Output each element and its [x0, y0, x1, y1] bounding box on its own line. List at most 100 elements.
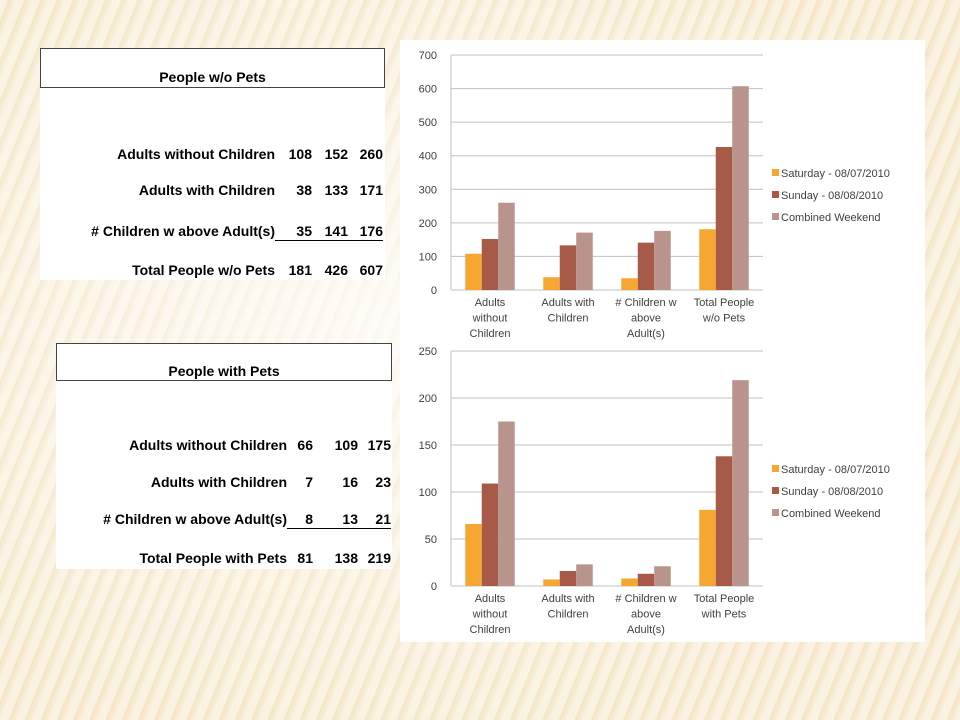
table-row: Total People with Pets 81 138 219: [56, 548, 392, 568]
y-tick-label: 0: [431, 285, 437, 297]
row-value-saturday: 7: [305, 474, 313, 490]
y-tick-label: 700: [419, 50, 437, 62]
chart-background: [400, 40, 925, 342]
bar: [465, 523, 482, 586]
bar: [654, 566, 671, 586]
table-row: Total People w/o Pets 181 426 607: [40, 260, 385, 280]
x-tick-label: Children: [470, 328, 511, 340]
bar: [559, 570, 577, 586]
y-tick-label: 50: [425, 534, 437, 546]
bar: [699, 229, 716, 290]
bar: [732, 380, 749, 586]
row-value-sunday: 13: [342, 511, 358, 527]
row-value-combined: 171: [359, 182, 383, 198]
legend-entry: Sunday - 08/08/2010: [781, 486, 883, 498]
table-title: People with Pets: [168, 363, 280, 379]
row-value-sunday: 152: [324, 146, 348, 162]
x-tick-label: Children: [548, 313, 589, 325]
row-value-combined: 176: [359, 223, 383, 239]
bar: [543, 277, 560, 290]
row-value-combined: 21: [375, 511, 391, 527]
legend-entry: Combined Weekend: [781, 508, 880, 520]
y-tick-label: 100: [419, 487, 437, 499]
row-value-combined: 23: [375, 474, 391, 490]
x-tick-label: above: [631, 609, 661, 621]
x-tick-label: Adult(s): [627, 624, 665, 636]
row-value-combined: 260: [359, 146, 383, 162]
x-tick-label: Total People: [694, 297, 755, 309]
table-title-box: People with Pets: [56, 343, 392, 381]
x-tick-label: # Children w: [615, 593, 676, 605]
y-tick-label: 100: [419, 251, 437, 263]
legend-swatch: [772, 465, 779, 472]
bar: [637, 573, 655, 586]
y-tick-label: 200: [419, 393, 437, 405]
bar: [715, 456, 733, 586]
x-tick-label: Adults with: [541, 297, 594, 309]
x-tick-label: Adults with: [541, 593, 594, 605]
x-tick-label: Adults: [475, 297, 506, 309]
x-tick-label: w/o Pets: [702, 313, 746, 325]
x-tick-label: above: [631, 313, 661, 325]
row-value-combined: 219: [367, 550, 391, 566]
x-tick-label: Adults: [475, 593, 506, 605]
bar: [543, 579, 560, 586]
legend-entry: Saturday - 08/07/2010: [781, 464, 890, 476]
bar: [637, 242, 655, 290]
table-row: # Children w above Adult(s) 35 141 176: [40, 221, 385, 241]
x-tick-label: Adult(s): [627, 328, 665, 340]
x-tick-label: Children: [548, 609, 589, 621]
row-value-sunday: 133: [324, 182, 348, 198]
legend-swatch: [772, 191, 779, 198]
table-title-box: People w/o Pets: [40, 48, 385, 88]
row-label: Adults without Children: [117, 146, 275, 162]
bar: [654, 230, 671, 290]
legend-swatch: [772, 487, 779, 494]
row-label: Total People with Pets: [139, 550, 287, 566]
row-label: Adults with Children: [138, 182, 275, 198]
row-value-sunday: 141: [324, 223, 348, 239]
row-value-saturday: 38: [296, 182, 312, 198]
row-underline: [275, 240, 383, 241]
table-row: Adults without Children 108 152 260: [40, 144, 385, 164]
row-value-combined: 175: [367, 437, 391, 453]
row-value-saturday: 108: [288, 146, 312, 162]
x-tick-label: without: [472, 609, 508, 621]
x-tick-label: with Pets: [701, 609, 747, 621]
bar: [621, 578, 638, 586]
legend-entry: Saturday - 08/07/2010: [781, 168, 890, 180]
bar: [498, 421, 515, 586]
bar: [715, 146, 733, 290]
legend-entry: Sunday - 08/08/2010: [781, 190, 883, 202]
bar: [481, 238, 499, 290]
table-row: # Children w above Adult(s) 8 13 21: [56, 509, 392, 529]
x-tick-label: without: [472, 313, 508, 325]
table-row: Adults with Children 38 133 171: [40, 180, 385, 200]
table-people-without-pets: People w/o Pets Adults without Children …: [40, 48, 385, 280]
bar: [699, 509, 716, 586]
row-value-combined: 607: [359, 262, 383, 278]
row-value-sunday: 426: [324, 262, 348, 278]
bar: [498, 202, 515, 290]
bar: [576, 564, 593, 586]
x-tick-label: Total People: [694, 593, 755, 605]
y-tick-label: 500: [419, 117, 437, 129]
y-tick-label: 600: [419, 84, 437, 96]
table-people-with-pets: People with Pets Adults without Children…: [56, 343, 392, 569]
row-underline: [287, 528, 391, 529]
bar: [732, 86, 749, 290]
bar: [465, 253, 482, 290]
legend-swatch: [772, 169, 779, 176]
bar: [576, 232, 593, 290]
legend-swatch: [772, 509, 779, 516]
legend-entry: Combined Weekend: [781, 212, 880, 224]
row-label: Adults with Children: [150, 474, 287, 490]
table-row: Adults without Children 66 109 175: [56, 435, 392, 455]
y-tick-label: 300: [419, 184, 437, 196]
table-row: Adults with Children 7 16 23: [56, 472, 392, 492]
row-value-saturday: 81: [297, 550, 313, 566]
row-value-sunday: 138: [334, 550, 358, 566]
y-tick-label: 250: [419, 346, 437, 358]
row-label: # Children w above Adult(s): [103, 511, 287, 527]
